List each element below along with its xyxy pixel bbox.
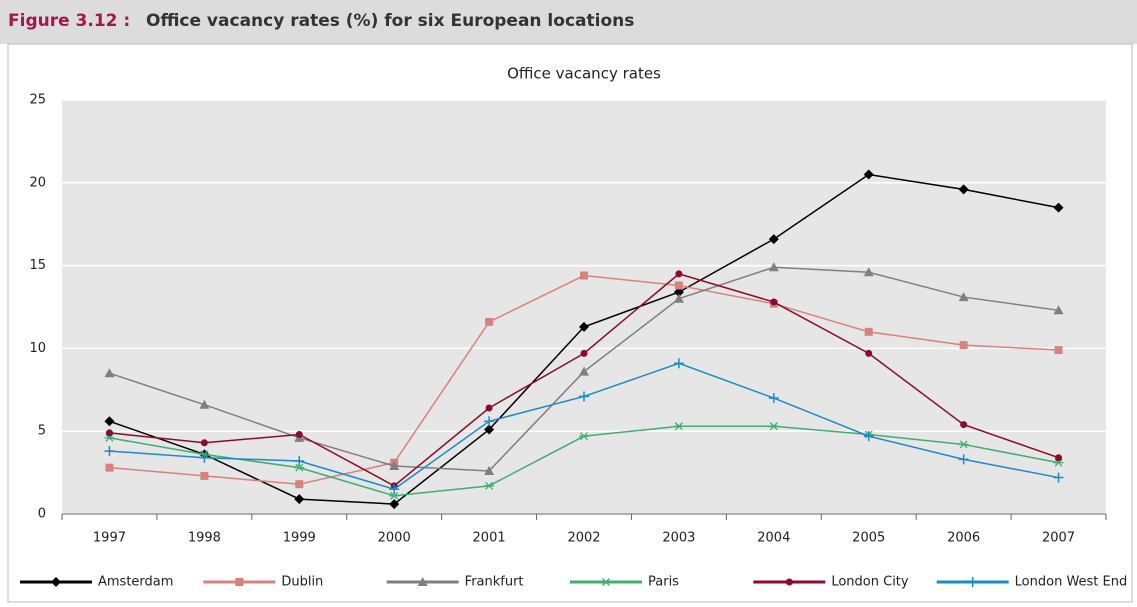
data-point <box>579 391 589 402</box>
data-point <box>104 446 115 457</box>
y-tick-label: 25 <box>29 93 46 108</box>
data-point <box>768 262 779 272</box>
data-point <box>484 424 495 435</box>
data-point <box>294 456 305 467</box>
data-point <box>200 471 209 480</box>
data-point <box>1053 305 1064 315</box>
x-tick-label: 2005 <box>852 531 885 546</box>
figure-header: Figure 3.12 : Office vacancy rates (%) f… <box>0 0 1137 44</box>
legend-label: London West End <box>1015 575 1128 590</box>
data-point <box>389 491 400 500</box>
legend-marker <box>785 578 793 586</box>
data-point <box>389 484 400 495</box>
legend-marker <box>51 577 61 587</box>
data-point <box>104 433 115 442</box>
x-tick-label: 2002 <box>567 531 600 546</box>
data-point <box>863 431 874 442</box>
data-point <box>770 298 778 306</box>
data-point <box>960 421 968 429</box>
data-point <box>675 270 683 278</box>
x-tick-label: 2003 <box>662 531 695 546</box>
legend-label: Paris <box>648 575 679 590</box>
data-point <box>1053 202 1064 213</box>
data-point <box>1054 346 1063 355</box>
data-point <box>389 460 400 470</box>
data-point <box>958 184 969 195</box>
legend-marker <box>601 578 611 586</box>
data-point <box>863 267 874 277</box>
data-point <box>580 349 588 357</box>
data-point <box>1053 458 1064 467</box>
data-point <box>579 432 589 441</box>
legend-label: London City <box>831 575 909 590</box>
data-point <box>104 368 115 378</box>
y-tick-label: 10 <box>29 341 46 356</box>
data-point <box>863 169 874 180</box>
data-point <box>485 404 493 412</box>
y-tick-label: 15 <box>29 258 46 273</box>
data-point <box>580 271 588 280</box>
x-tick-label: 2006 <box>947 531 980 546</box>
data-point <box>484 481 495 490</box>
data-point <box>295 480 304 489</box>
legend-label: Dublin <box>281 575 323 590</box>
data-point <box>768 393 779 404</box>
data-point <box>579 366 589 376</box>
x-tick-label: 1998 <box>188 531 221 546</box>
data-point <box>1053 472 1064 483</box>
data-point <box>484 416 495 427</box>
data-point <box>484 465 495 475</box>
data-point <box>199 399 210 409</box>
y-tick-label: 0 <box>38 507 46 522</box>
data-point <box>673 287 684 298</box>
figure-label: Figure 3.12 : <box>8 11 131 31</box>
legend-marker <box>235 578 244 586</box>
data-point <box>294 463 305 472</box>
x-tick-label: 2007 <box>1042 531 1075 546</box>
data-point <box>295 431 303 439</box>
data-point <box>768 234 779 245</box>
data-point <box>294 494 305 505</box>
x-tick-label: 2001 <box>473 531 506 546</box>
data-point <box>389 499 400 510</box>
data-point <box>1055 454 1063 462</box>
chart-title: Office vacancy rates <box>507 65 661 83</box>
data-point <box>865 349 873 357</box>
data-point <box>958 440 969 449</box>
data-point <box>959 341 968 350</box>
data-point <box>673 422 684 431</box>
chart-frame <box>7 43 1133 603</box>
data-point <box>200 439 208 447</box>
data-point <box>958 292 969 302</box>
data-point <box>105 429 113 437</box>
data-point <box>104 416 115 427</box>
plot-area <box>62 100 1106 514</box>
legend-marker <box>417 577 428 586</box>
legend-marker <box>967 577 978 587</box>
data-point <box>673 293 684 303</box>
data-point <box>768 422 779 431</box>
data-point <box>199 452 210 463</box>
x-tick-label: 2004 <box>757 531 790 546</box>
data-point <box>674 281 683 290</box>
x-tick-label: 1999 <box>283 531 316 546</box>
data-point <box>958 454 969 465</box>
data-point <box>673 358 684 369</box>
x-tick-label: 1997 <box>93 531 126 546</box>
data-point <box>579 321 589 332</box>
data-point <box>485 317 494 326</box>
legend-label: Amsterdam <box>98 575 173 590</box>
data-point <box>105 463 114 472</box>
data-point <box>864 327 873 336</box>
legend-label: Frankfurt <box>465 575 524 590</box>
y-tick-label: 5 <box>38 424 46 439</box>
figure-title: Office vacancy rates (%) for six Europea… <box>146 11 635 31</box>
y-tick-label: 20 <box>29 175 46 190</box>
x-tick-label: 2000 <box>378 531 411 546</box>
